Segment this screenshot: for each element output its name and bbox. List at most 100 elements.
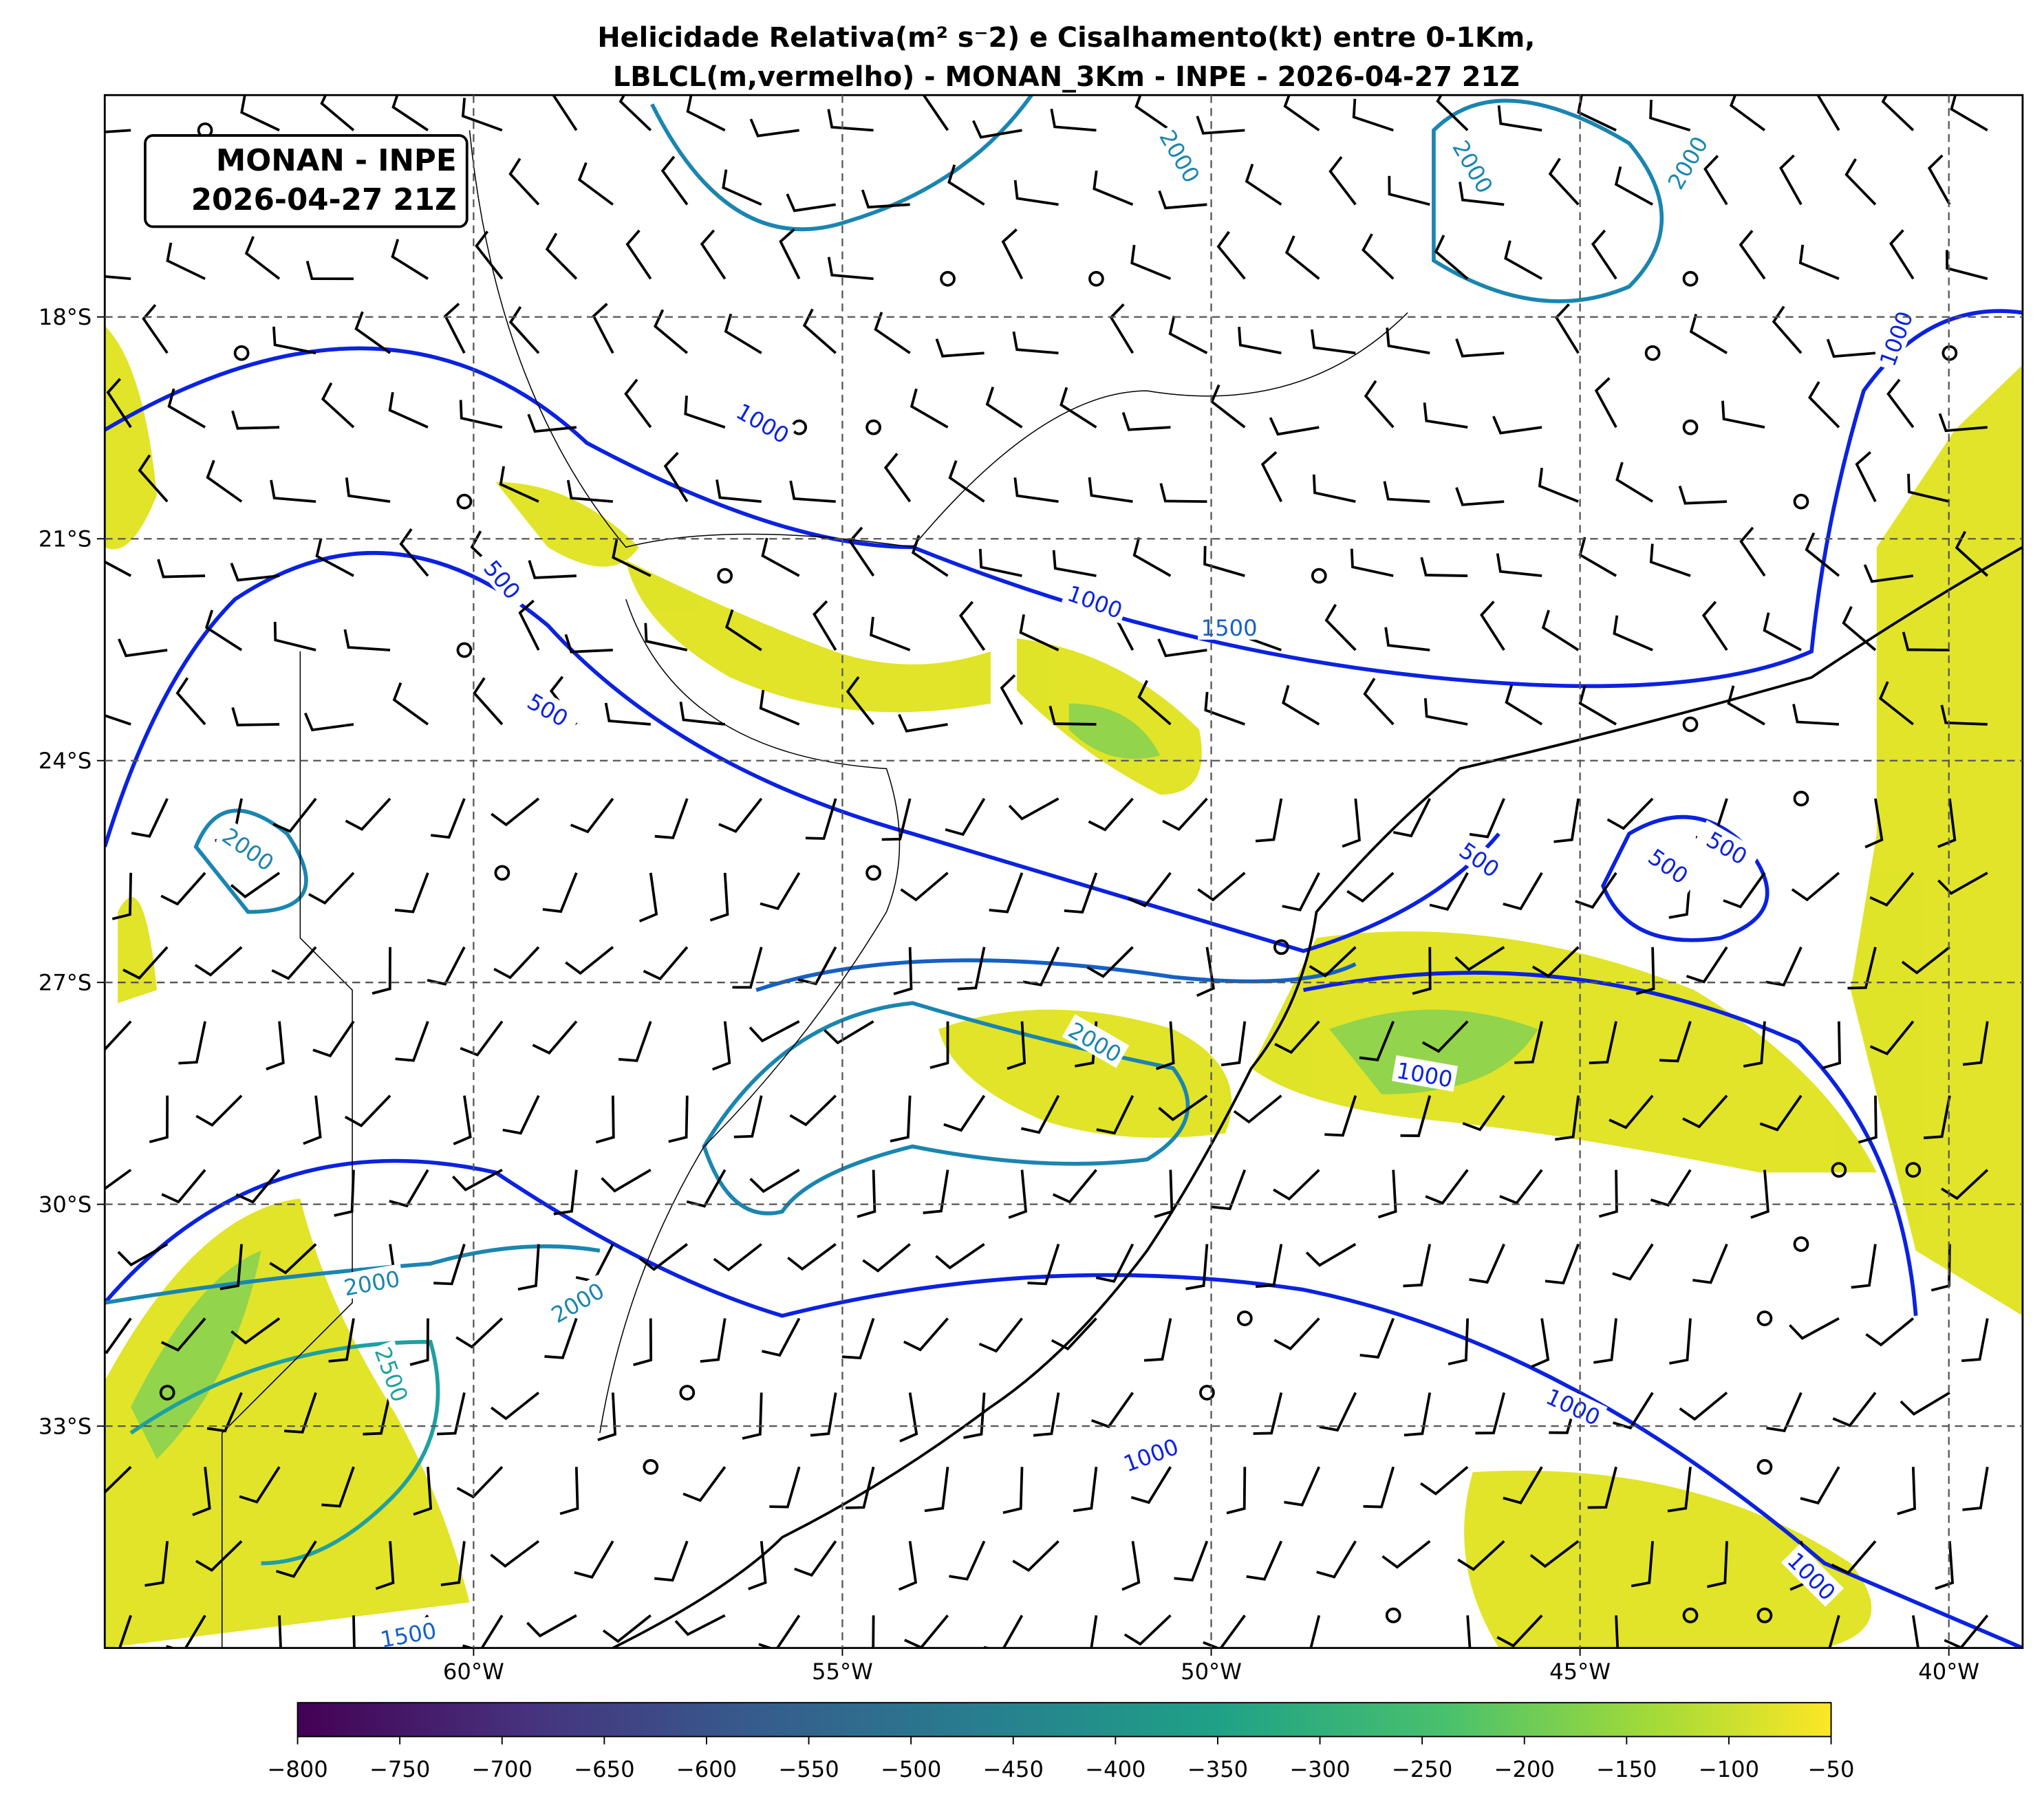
calm-circle (940, 270, 956, 287)
contour-label-bg (543, 1275, 611, 1329)
calm-circle (1831, 1162, 1847, 1178)
wind-barb (1842, 606, 1877, 651)
wind-barb (1496, 1614, 1543, 1648)
wind-barb (1309, 946, 1357, 978)
wind-barb (1316, 1540, 1357, 1579)
wind-barb (1881, 95, 1915, 131)
calm-circle (1236, 1310, 1253, 1326)
wind-barb (118, 638, 168, 658)
wind-barb (219, 1244, 244, 1291)
wind-barb (1703, 155, 1728, 206)
wind-barb (789, 480, 836, 503)
wind-barb (475, 230, 504, 280)
wind-barb (564, 634, 613, 654)
wind-barb (604, 702, 651, 726)
wind-barb (284, 1392, 317, 1434)
wind-barb (1386, 327, 1430, 355)
wind-barb (1196, 116, 1245, 135)
wind-barb (1130, 1466, 1172, 1504)
contour-label-bg (1872, 304, 1918, 372)
wind-barb (1792, 704, 1840, 726)
wind-barb (461, 98, 503, 132)
contour-label-bg (1062, 1014, 1130, 1068)
contour-label: 1500 (1201, 615, 1258, 641)
calm-circle (865, 865, 881, 881)
wind-barb (1352, 98, 1394, 132)
wind-barb (117, 1242, 169, 1266)
wind-barb (1475, 1392, 1506, 1435)
wind-barb (1548, 158, 1580, 206)
wind-barb (643, 946, 689, 981)
helicity-core (131, 703, 1538, 1460)
wind-barb (957, 947, 986, 991)
wind-barb (1121, 411, 1171, 431)
wind-barb (1420, 557, 1468, 577)
wind-barb (802, 308, 837, 354)
contour-label-bg (369, 1340, 416, 1408)
wind-barb (493, 946, 540, 980)
wind-barb (883, 453, 912, 503)
wind-barb (748, 1541, 767, 1590)
wind-barb (1649, 99, 1691, 132)
wind-barb (749, 118, 799, 138)
wind-barb (1233, 1094, 1282, 1124)
wind-barb (1679, 1391, 1728, 1421)
wind-barb (1220, 1021, 1247, 1067)
wind-barb (305, 260, 354, 281)
calm-circle (1273, 939, 1289, 956)
wind-barb (1359, 1021, 1395, 1061)
wind-barb (978, 548, 1022, 577)
wind-barb (1123, 1614, 1172, 1646)
wind-barb (872, 1615, 875, 1648)
wind-barb (644, 623, 688, 651)
wind-barb (1529, 1540, 1580, 1568)
wind-barb (1692, 1243, 1728, 1284)
wind-barb (1048, 705, 1097, 726)
wind-barb (1052, 1169, 1097, 1204)
wind-barb (1759, 1094, 1803, 1132)
wind-barb (660, 155, 689, 206)
wind-barb (1701, 601, 1728, 651)
wind-barb (388, 391, 429, 429)
wind-barb (372, 947, 391, 995)
wind-barb (499, 466, 539, 503)
wind-barb (553, 1169, 578, 1216)
wind-barb (1591, 229, 1617, 280)
wind-barb (204, 609, 243, 651)
wind-barb (427, 946, 466, 986)
wind-barb (1615, 1615, 1620, 1648)
wind-barb (1132, 537, 1172, 577)
wind-barb (900, 872, 949, 902)
y-tick-label: 24°S (39, 748, 92, 774)
wind-barb (105, 714, 131, 726)
wind-barb (1938, 413, 1988, 433)
calm-circle (1756, 1607, 1773, 1623)
wind-barb (1589, 1021, 1617, 1065)
wind-barb (566, 479, 614, 503)
wind-barb (1260, 451, 1283, 502)
wind-barb (321, 1466, 355, 1508)
title-line: LBLCL(m,vermelho) - MONAN_3Km - INPE - 2… (613, 61, 1520, 93)
wind-barb (618, 95, 652, 131)
wind-barb (1051, 1317, 1097, 1351)
calm-circle (1385, 1607, 1401, 1623)
wind-barb (1828, 1615, 1840, 1648)
wind-barb (592, 303, 614, 354)
wind-barb (1729, 95, 1766, 131)
wind-barb (206, 1392, 243, 1433)
colorbar-tick-label: −150 (1596, 1756, 1657, 1782)
wind-barb (1578, 685, 1617, 726)
calm-circle (1756, 1310, 1773, 1326)
wind-barb (1310, 329, 1356, 355)
wind-barb (761, 537, 800, 577)
wind-barb (1143, 1318, 1172, 1362)
wind-barb (679, 701, 725, 726)
wind-barb (1001, 228, 1024, 280)
wind-barb (1763, 612, 1802, 651)
wind-barb (1466, 1615, 1472, 1648)
wind-barb (577, 162, 614, 206)
wind-barb (1093, 170, 1134, 206)
wind-barb (389, 1169, 429, 1208)
wind-barb (1212, 1169, 1247, 1211)
wind-barb (1667, 1467, 1692, 1513)
